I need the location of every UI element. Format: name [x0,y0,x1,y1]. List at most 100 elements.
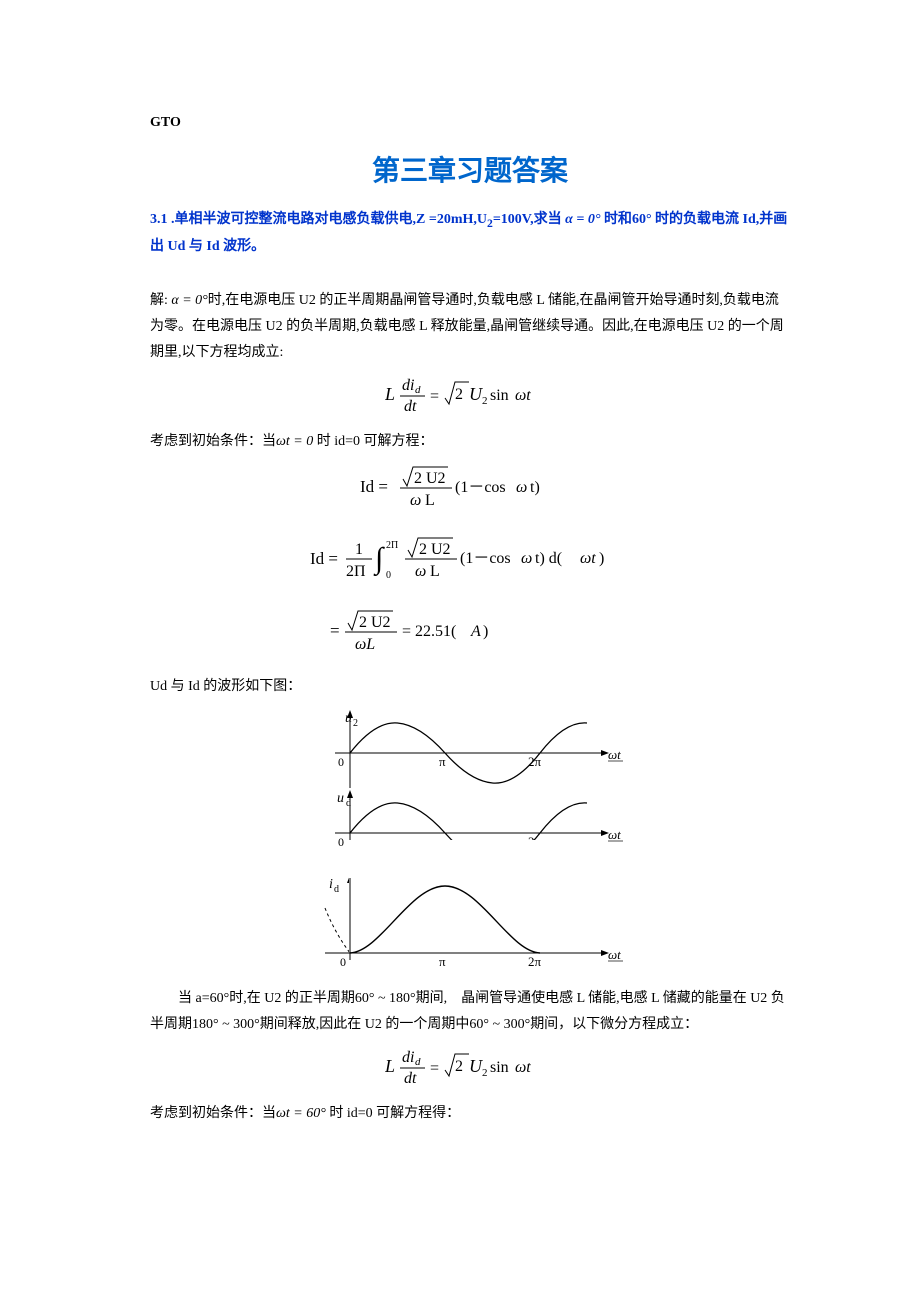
svg-text:Id =: Id = [360,477,388,496]
svg-text:π: π [439,754,446,769]
svg-text:ω: ω [410,492,421,509]
svg-text:ωt: ωt [608,947,621,962]
svg-text:ωt: ωt [608,827,621,842]
svg-text:ωt: ωt [515,387,531,404]
svg-text:ωt: ωt [580,550,596,567]
alpha-zero: α = 0° [565,212,600,227]
svg-text:=: = [430,388,439,405]
svg-text:): ) [483,623,488,640]
svg-text:2π: 2π [528,754,542,769]
svg-text:U: U [469,1056,483,1076]
p4-a: 时,在 U2 的正半周期 [229,991,355,1006]
equation-1: L di d dt = 2 U 2 sin ωt [150,374,790,421]
svg-text:2: 2 [455,386,463,403]
svg-text:ω: ω [516,479,527,496]
svg-text:∫: ∫ [373,542,385,577]
svg-text:di: di [402,377,414,394]
solution-p3: Ud 与 Id 的波形如下图： [150,674,790,700]
svg-text:2π: 2π [528,954,542,969]
svg-text:A: A [470,623,481,640]
equation-3: Id = 1 2Π ∫ 2Π 0 2 U2 ω L (1－cos ω t) d(… [150,534,790,589]
equation-5: L di d dt = 2 U 2 sin ωt [150,1046,790,1093]
svg-text:2Π: 2Π [346,563,366,580]
svg-text:U2: U2 [426,470,446,487]
svg-text:ωL: ωL [355,636,375,653]
svg-text:2: 2 [419,541,427,558]
svg-text:π: π [439,954,446,969]
svg-text:dt: dt [404,398,417,415]
svg-text:d: d [415,1056,421,1068]
svg-text:2: 2 [482,395,488,407]
question-number: 3.1 [150,212,168,227]
question-text-1: .单相半波可控整流电路对电感负载供电,Z =20mH,U [171,212,487,227]
svg-text:di: di [402,1049,414,1066]
solution-p5: 考虑到初始条件：当ωt = 60° 时 id=0 可解方程得： [150,1101,790,1127]
svg-text:0: 0 [386,570,391,581]
svg-text:2: 2 [353,718,358,729]
svg-text:t): t) [530,479,540,496]
svg-text:1: 1 [355,541,363,558]
page-header-label: GTO [150,115,790,131]
svg-text:ω: ω [521,550,532,567]
svg-text:sin: sin [490,387,509,404]
svg-text:U2: U2 [371,614,391,631]
svg-text:i: i [329,877,333,892]
svg-text:sin: sin [490,1059,509,1076]
svg-text:ω: ω [415,563,426,580]
svg-text:t) d(: t) d( [535,550,562,567]
svg-text:2: 2 [414,470,422,487]
p2-post: 时 id=0 可解方程： [317,434,434,449]
solution-p1: 解: α = 0°时,在电源电压 U2 的正半周期晶闸管导通时,负载电感 L 储… [150,288,790,366]
svg-text:ωt: ωt [608,747,621,762]
p4-r3: 60° ~ 300° [469,1017,530,1032]
svg-text:=: = [330,621,340,640]
sixty-deg: 60° [632,212,652,227]
svg-text:U: U [469,384,483,404]
svg-text:= 22.51(: = 22.51( [402,623,456,640]
svg-text:=: = [430,1060,439,1077]
p5-post: 时 id=0 可解方程得： [329,1106,460,1121]
svg-text:dt: dt [404,1070,417,1087]
p1-alpha: α = 0° [171,293,207,308]
p4-d: 期间，以下微分方程成立： [530,1017,698,1032]
p4-r2: 180° ~ 300° [192,1017,260,1032]
svg-text:u: u [337,791,344,806]
p5-cond: ωt = 60° [276,1106,326,1121]
p4-c: 期间释放,因此在 U2 的一个周期中 [260,1017,470,1032]
p4-r1: 60° ~ 180° [355,991,416,1006]
p1-pre: 解: [150,293,171,308]
p5-pre: 考虑到初始条件：当 [150,1106,276,1121]
solution-p4: 当 a=60°时,在 U2 的正半周期60° ~ 180°期间, 晶闸管导通使电… [150,986,790,1038]
svg-text:0: 0 [340,955,346,969]
p2-cond: ωt = 0 [276,434,313,449]
solution-p2: 考虑到初始条件：当ωt = 0 时 id=0 可解方程： [150,429,790,455]
svg-text:L: L [430,563,440,580]
svg-text:2: 2 [359,614,367,631]
waveform-diagram: u 2 0 π 2π ωt u d 0 π [150,708,790,978]
svg-text:U2: U2 [431,541,451,558]
svg-text:2: 2 [455,1058,463,1075]
equation-4: = 2 U2 ωL = 22.51( A ) [150,607,790,660]
svg-text:0: 0 [338,755,344,769]
svg-text:(1－cos: (1－cos [460,550,511,567]
p4-pre: 当 a= [178,991,210,1006]
svg-text:d: d [334,884,339,895]
svg-text:0: 0 [338,835,344,849]
equation-2: Id = 2 U2 ω L (1－cos ω t) [150,463,790,516]
svg-text:ωt: ωt [515,1059,531,1076]
svg-text:L: L [385,384,395,404]
p4-60: 60° [210,991,230,1006]
question-block: 3.1 .单相半波可控整流电路对电感负载供电,Z =20mH,U2=100V,求… [150,207,790,260]
svg-text:): ) [599,550,604,567]
svg-text:2Π: 2Π [386,540,398,551]
svg-text:(1－cos: (1－cos [455,479,506,496]
svg-text:L: L [385,1056,395,1076]
solution-block: 解: α = 0°时,在电源电压 U2 的正半周期晶闸管导通时,负载电感 L 储… [150,288,790,1126]
svg-text:Id =: Id = [310,549,338,568]
p1-post: 时,在电源电压 U2 的正半周期晶闸管导通时,负载电感 L 储能,在晶闸管开始导… [150,293,784,360]
svg-text:2: 2 [482,1067,488,1079]
question-text-3: 时和 [604,212,632,227]
question-text-2: =100V,求当 [493,212,562,227]
svg-text:L: L [425,492,435,509]
svg-text:d: d [415,384,421,396]
